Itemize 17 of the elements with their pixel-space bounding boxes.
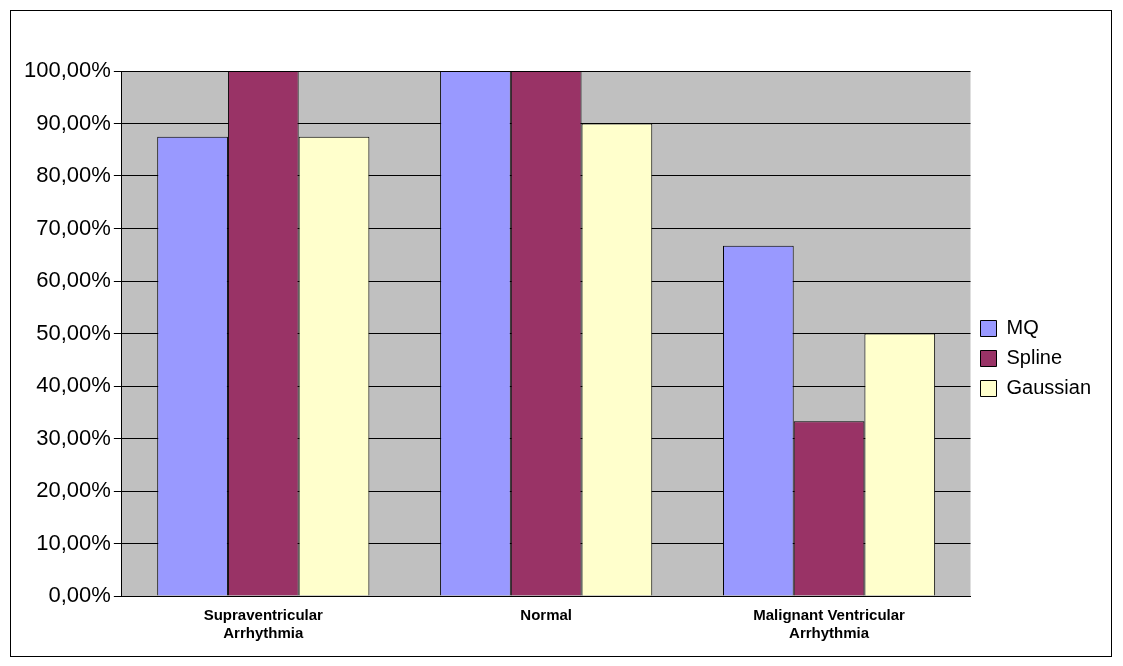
- x-tick-label: Malignant Ventricular Arrhythmia: [753, 606, 906, 642]
- legend-label: Gaussian: [1006, 376, 1092, 399]
- y-tick-label: 90,00%: [36, 109, 111, 135]
- x-tick-label: Supraventricular Arrhythmia: [203, 606, 324, 642]
- y-tick-label: 20,00%: [36, 477, 111, 503]
- y-tick-label: 80,00%: [36, 162, 111, 188]
- y-tick-label: 0,00%: [48, 582, 111, 608]
- y-tick-label: 70,00%: [36, 214, 111, 240]
- y-tick-label: 60,00%: [36, 267, 111, 293]
- x-tick-label: Normal: [520, 606, 573, 624]
- y-tick-label: 30,00%: [36, 424, 111, 450]
- legend-label: Spline: [1006, 346, 1063, 369]
- y-tick-label: 50,00%: [36, 319, 111, 345]
- legend-label: MQ: [1006, 316, 1039, 339]
- y-tick-label: 10,00%: [36, 529, 111, 555]
- y-tick-label: 100,00%: [23, 57, 111, 83]
- y-tick-label: 40,00%: [36, 372, 111, 398]
